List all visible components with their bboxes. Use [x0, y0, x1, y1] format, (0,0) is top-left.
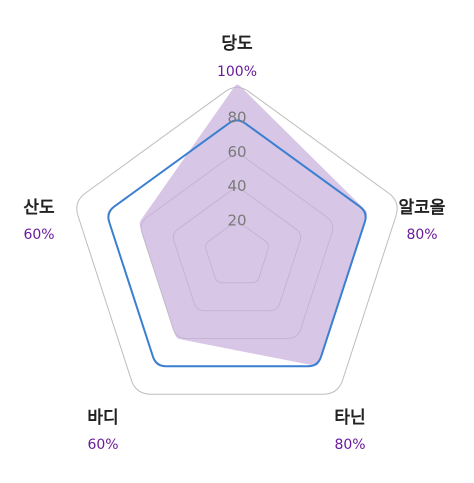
tick-label-60: 60: [227, 143, 246, 161]
axis-value-label-4: 60%: [23, 227, 54, 243]
axis-label-4: 산도: [23, 198, 55, 218]
tick-label-40: 40: [227, 177, 246, 195]
radar-area-series: [139, 84, 368, 366]
axis-value-label-0: 100%: [217, 64, 257, 80]
axis-value-label-1: 80%: [406, 227, 437, 243]
axis-label-0: 당도: [221, 34, 253, 54]
axis-value-label-3: 60%: [87, 437, 118, 453]
radar-outline-series: [107, 119, 367, 368]
tick-label-80: 80: [227, 108, 246, 126]
axis-label-1: 알코올: [399, 198, 446, 218]
axis-value-label-2: 80%: [334, 437, 365, 453]
axis-label-3: 바디: [87, 408, 118, 428]
axis-label-2: 타닌: [334, 408, 365, 428]
grid-ring-100: [76, 86, 398, 395]
tick-label-20: 20: [227, 212, 246, 230]
